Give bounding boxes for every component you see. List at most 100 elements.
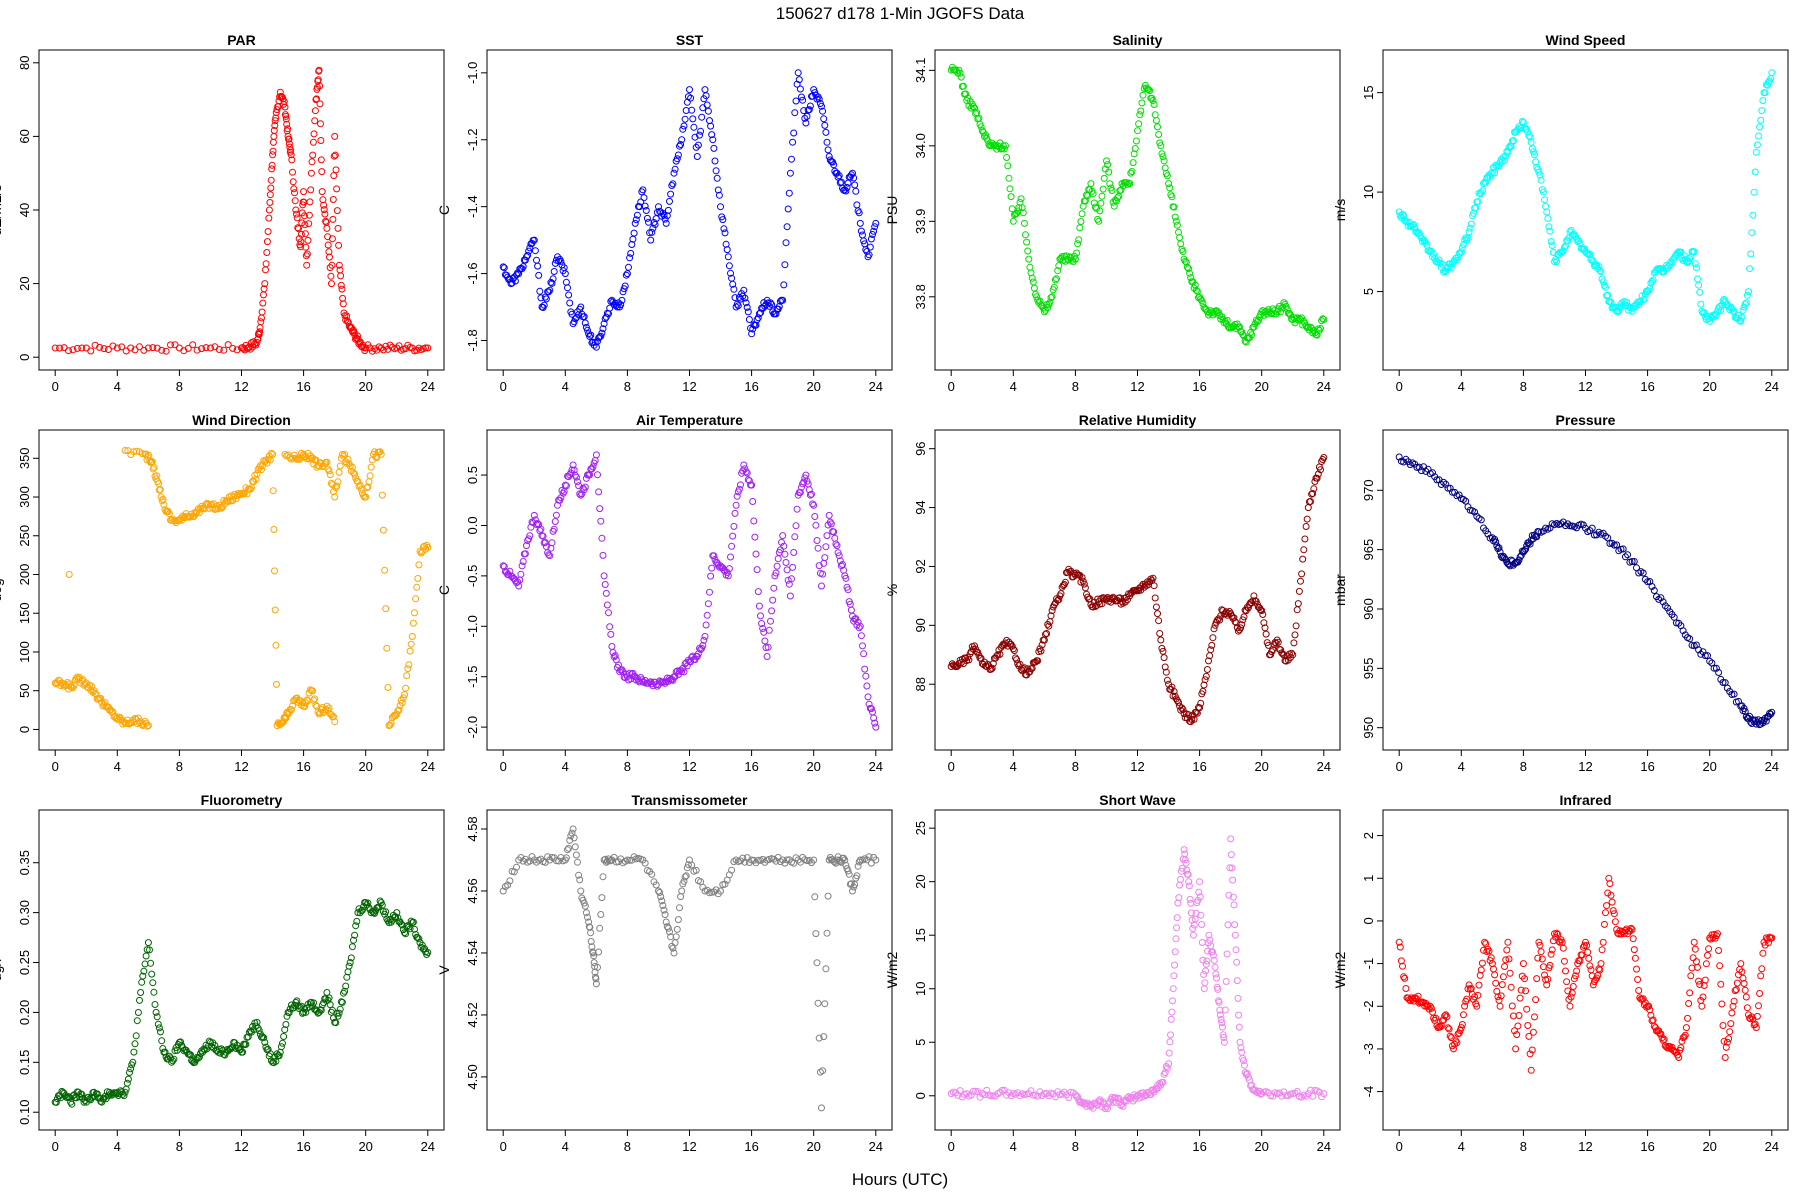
data-point xyxy=(417,549,425,557)
data-point xyxy=(1232,946,1240,954)
y-axis-label: C xyxy=(436,205,452,215)
y-tick-label: 20 xyxy=(913,874,928,888)
data-point xyxy=(1471,508,1479,516)
data-point xyxy=(1706,317,1714,325)
data-point xyxy=(144,344,152,352)
data-point xyxy=(294,1002,302,1010)
data-point xyxy=(1319,315,1327,323)
data-point xyxy=(827,520,835,528)
data-point xyxy=(714,186,722,194)
data-point xyxy=(364,483,372,491)
data-point xyxy=(535,271,543,279)
data-point xyxy=(1223,317,1231,324)
data-point xyxy=(1743,1004,1751,1012)
data-point xyxy=(170,1055,178,1063)
x-tick-label: 4 xyxy=(1010,759,1017,774)
data-point xyxy=(1716,962,1724,970)
data-point xyxy=(113,344,121,352)
data-point xyxy=(1448,488,1456,496)
data-point xyxy=(152,1008,160,1016)
data-point xyxy=(338,285,346,293)
data-point xyxy=(562,278,570,286)
data-point xyxy=(574,858,581,866)
data-point xyxy=(258,308,266,316)
data-point xyxy=(1187,909,1195,917)
panel-title: Relative Humidity xyxy=(1079,412,1197,428)
data-point xyxy=(780,542,788,550)
data-point xyxy=(523,542,530,550)
data-point xyxy=(305,689,313,697)
data-point xyxy=(784,205,792,213)
data-point xyxy=(118,343,126,351)
data-point xyxy=(700,636,708,644)
data-point xyxy=(281,450,289,458)
data-point xyxy=(1752,1024,1760,1032)
data-point xyxy=(1682,1024,1690,1032)
x-tick-label: 16 xyxy=(1640,759,1654,774)
data-point xyxy=(1034,1092,1042,1100)
data-point xyxy=(1462,497,1470,505)
x-tick-label: 8 xyxy=(176,379,183,394)
data-point xyxy=(993,652,1001,660)
data-point xyxy=(598,534,606,542)
data-point xyxy=(1686,255,1694,263)
data-point xyxy=(586,923,594,931)
data-point xyxy=(1477,516,1485,524)
data-point xyxy=(557,257,565,265)
data-point xyxy=(402,684,410,692)
data-point xyxy=(133,447,141,455)
data-point xyxy=(96,343,104,351)
data-point xyxy=(564,846,571,854)
data-point xyxy=(830,528,838,536)
y-tick-label: 950 xyxy=(1361,717,1376,739)
data-point xyxy=(1566,522,1574,530)
data-point xyxy=(333,207,341,215)
data-point xyxy=(720,225,728,233)
data-point xyxy=(267,184,275,192)
data-point xyxy=(61,680,69,688)
data-point xyxy=(424,949,432,956)
data-point xyxy=(1157,142,1165,150)
data-point xyxy=(312,701,320,709)
data-point xyxy=(608,643,616,650)
data-point xyxy=(1699,993,1707,1001)
data-point xyxy=(1186,269,1194,277)
data-point xyxy=(313,95,320,103)
data-point xyxy=(768,301,776,308)
data-point xyxy=(1599,938,1607,946)
data-point xyxy=(671,165,679,173)
data-point xyxy=(348,943,356,951)
data-point xyxy=(564,284,571,292)
data-point xyxy=(1529,1028,1537,1036)
data-point xyxy=(139,972,147,980)
data-point xyxy=(723,246,731,254)
data-point xyxy=(597,517,605,525)
data-point xyxy=(194,1054,202,1062)
data-point xyxy=(1621,553,1629,561)
data-point xyxy=(258,466,265,474)
x-tick-label: 12 xyxy=(1578,379,1592,394)
data-point xyxy=(1138,99,1146,107)
data-point xyxy=(775,303,783,310)
data-point xyxy=(409,619,417,627)
data-point xyxy=(871,719,879,727)
data-point xyxy=(1163,1064,1171,1072)
y-tick-label: 0.5 xyxy=(465,466,480,484)
data-point xyxy=(1680,1033,1688,1041)
data-point xyxy=(687,94,695,102)
y-tick-label: 2 xyxy=(1361,832,1376,839)
data-point xyxy=(709,136,717,144)
data-point xyxy=(1166,184,1174,192)
data-point xyxy=(138,450,146,458)
data-point xyxy=(121,447,129,454)
data-point xyxy=(999,142,1007,150)
data-point xyxy=(664,924,672,932)
data-point xyxy=(270,127,278,134)
data-point xyxy=(1205,657,1212,665)
data-point xyxy=(1222,978,1230,985)
data-point xyxy=(1527,1066,1535,1074)
data-point xyxy=(1678,1037,1686,1045)
data-point xyxy=(1728,1009,1736,1017)
data-point xyxy=(141,960,149,968)
